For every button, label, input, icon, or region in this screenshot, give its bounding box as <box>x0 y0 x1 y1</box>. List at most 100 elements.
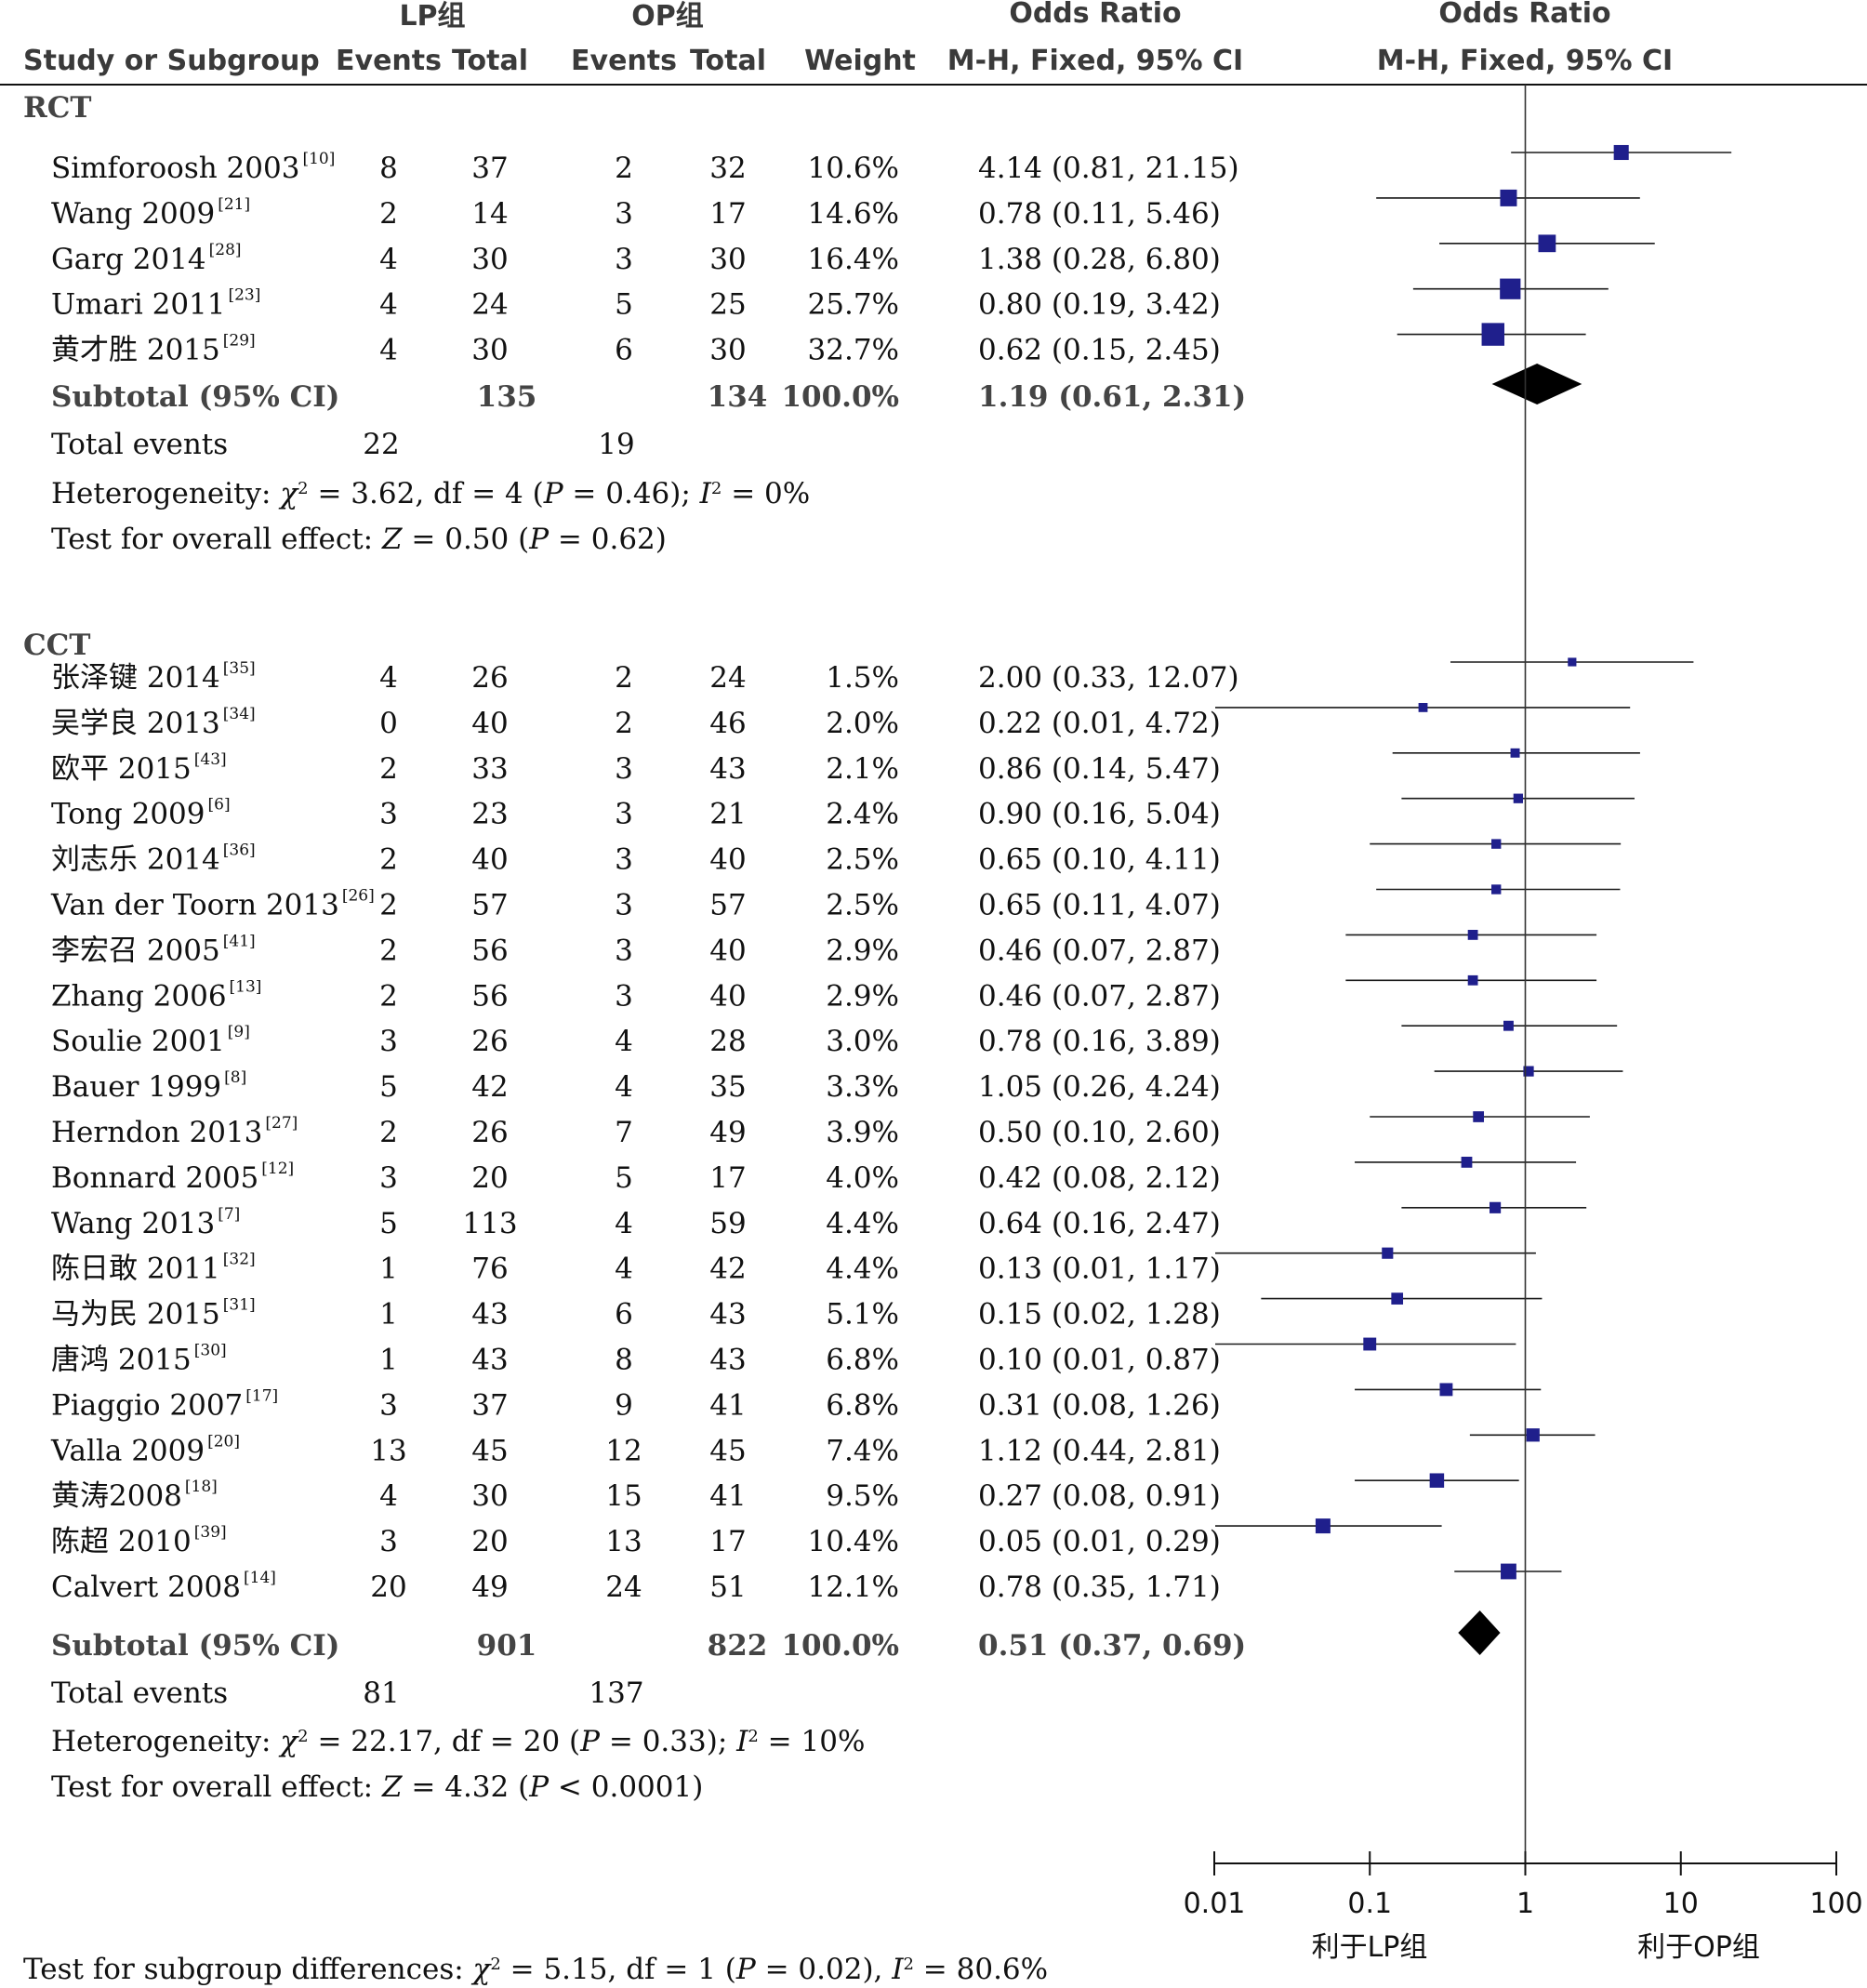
study-name: 黄涛2008 <box>51 1479 182 1513</box>
odds-ratio-ci: 0.90 (0.16, 5.04) <box>978 798 1221 831</box>
weight-value: 12.1% <box>808 1571 899 1604</box>
total2-value: 28 <box>709 1025 746 1058</box>
total1-value: 26 <box>471 661 508 695</box>
weight-value: 2.1% <box>826 752 899 786</box>
pooled-diamond <box>1491 364 1582 404</box>
odds-ratio-ci: 0.65 (0.10, 4.11) <box>978 843 1221 877</box>
weight-value: 2.5% <box>826 843 899 877</box>
overall-effect-text: Test for overall effect: Z = 0.50 (P = 0… <box>51 523 667 556</box>
odds-ratio-ci: 0.13 (0.01, 1.17) <box>978 1252 1221 1286</box>
heterogeneity-text-part: 2 <box>298 479 308 498</box>
odds-ratio-ci: 0.78 (0.11, 5.46) <box>978 197 1221 231</box>
total1-value: 43 <box>471 1344 508 1377</box>
events2-value: 8 <box>615 1344 633 1377</box>
total1-value: 113 <box>462 1207 517 1240</box>
odds-ratio-ci: 1.05 (0.26, 4.24) <box>978 1070 1221 1104</box>
study-reference: [14] <box>244 1569 276 1587</box>
odds-ratio-ci: 0.78 (0.35, 1.71) <box>978 1571 1221 1604</box>
subgroup-differences-text-part: = 0.02), <box>756 1953 893 1986</box>
heterogeneity-text: Heterogeneity: χ2 = 22.17, df = 20 (P = … <box>51 1725 865 1758</box>
overall-effect-text-part: P <box>528 523 550 556</box>
total-events-label: Total events <box>51 1677 228 1710</box>
total-events-2: 137 <box>589 1677 643 1710</box>
study-reference: [26] <box>342 887 375 906</box>
total2-value: 25 <box>709 288 746 322</box>
study-name: Tong 2009 <box>51 798 205 831</box>
weight-value: 2.9% <box>826 934 899 967</box>
overall-effect-text-part: Test for overall effect: <box>51 1770 382 1804</box>
subtotal-ci: 1.19 (0.61, 2.31) <box>978 380 1246 414</box>
total2-value: 32 <box>709 152 746 185</box>
subtotal-weight: 100.0% <box>781 380 899 414</box>
odds-ratio-ci: 0.27 (0.08, 0.91) <box>978 1479 1221 1513</box>
heterogeneity-text-part: I <box>735 1725 748 1758</box>
events2-value: 13 <box>605 1525 642 1558</box>
total2-value: 17 <box>709 197 746 231</box>
events1-value: 2 <box>379 1116 398 1149</box>
study-name: 吴学良 2013 <box>51 707 220 740</box>
group1-header: LP组 <box>399 0 465 33</box>
effect-square <box>1429 1473 1445 1488</box>
total1-value: 40 <box>471 707 508 740</box>
study-reference: [12] <box>261 1160 294 1178</box>
total1-value: 37 <box>471 152 508 185</box>
total1-value: 42 <box>471 1070 508 1104</box>
events2-value: 4 <box>615 1252 633 1286</box>
x-tick-label: 0.01 <box>1184 1888 1246 1920</box>
total2-value: 43 <box>709 1344 746 1377</box>
study-reference: [23] <box>228 286 260 305</box>
effect-square <box>1461 1157 1473 1168</box>
effect-square <box>1315 1518 1331 1534</box>
study-reference: [36] <box>223 842 256 860</box>
events1-value: 13 <box>370 1434 406 1467</box>
weight-value: 2.9% <box>826 979 899 1013</box>
x-tick-label: 0.1 <box>1347 1888 1392 1920</box>
events2-value: 3 <box>615 197 633 231</box>
events1-value: 3 <box>379 1388 398 1422</box>
subgroup-differences-text-part: Test for subgroup differences: <box>23 1953 473 1986</box>
events2-value: 9 <box>615 1388 633 1422</box>
study-reference: [30] <box>194 1342 227 1360</box>
study-name: Van der Toorn 2013 <box>50 889 339 922</box>
total2-value: 41 <box>709 1479 746 1513</box>
study-name: Simforoosh 2003 <box>51 152 299 185</box>
total-events-1: 81 <box>363 1677 399 1710</box>
overall-effect-text-part: Z <box>381 1770 403 1804</box>
events2-value: 3 <box>615 934 633 967</box>
study-name: 陈超 2010 <box>51 1525 192 1558</box>
study-reference: [17] <box>245 1386 278 1405</box>
odds-ratio-ci: 0.42 (0.08, 2.12) <box>978 1161 1221 1195</box>
weight-value: 6.8% <box>826 1388 899 1422</box>
study-reference: [18] <box>185 1478 218 1496</box>
heterogeneity-text-part: = 0.46); <box>563 477 700 510</box>
events1-value: 8 <box>379 152 398 185</box>
odds-ratio-ci: 0.62 (0.15, 2.45) <box>978 334 1221 367</box>
total1-value: 20 <box>471 1525 508 1558</box>
heterogeneity-text-part: Heterogeneity: <box>51 477 280 510</box>
group2-header: OP组 <box>631 0 704 33</box>
odds-ratio-ci: 0.10 (0.01, 0.87) <box>978 1344 1221 1377</box>
weight-value: 2.0% <box>826 707 899 740</box>
heterogeneity-text-part: = 0% <box>722 477 810 510</box>
study-header: Study or Subgroup <box>23 45 320 77</box>
study-name: Soulie 2001 <box>51 1025 225 1058</box>
subgroup-differences-text-part: I <box>891 1953 904 1986</box>
effect-square <box>1501 1563 1516 1580</box>
study-reference: [8] <box>224 1068 246 1087</box>
total1-value: 43 <box>471 1298 508 1332</box>
events1-value: 4 <box>379 334 398 367</box>
events2-value: 12 <box>605 1434 642 1467</box>
overall-effect-text-part: < 0.0001) <box>549 1770 703 1804</box>
subgroup-differences-text: Test for subgroup differences: χ2 = 5.15… <box>23 1953 1048 1986</box>
study-name: 李宏召 2005 <box>51 934 220 967</box>
effect-square <box>1391 1292 1404 1305</box>
effect-square <box>1382 1247 1394 1259</box>
study-reference: [32] <box>223 1251 256 1269</box>
overall-effect-text-part: Test for overall effect: <box>51 523 382 556</box>
events2-header: Events <box>571 45 677 77</box>
odds-ratio-ci: 0.80 (0.19, 3.42) <box>978 288 1221 322</box>
weight-header: Weight <box>804 45 916 77</box>
subgroup-differences-text-part: χ <box>471 1953 493 1986</box>
effect-square <box>1503 1020 1514 1031</box>
subtotal-label: Subtotal (95% CI) <box>51 1629 339 1663</box>
